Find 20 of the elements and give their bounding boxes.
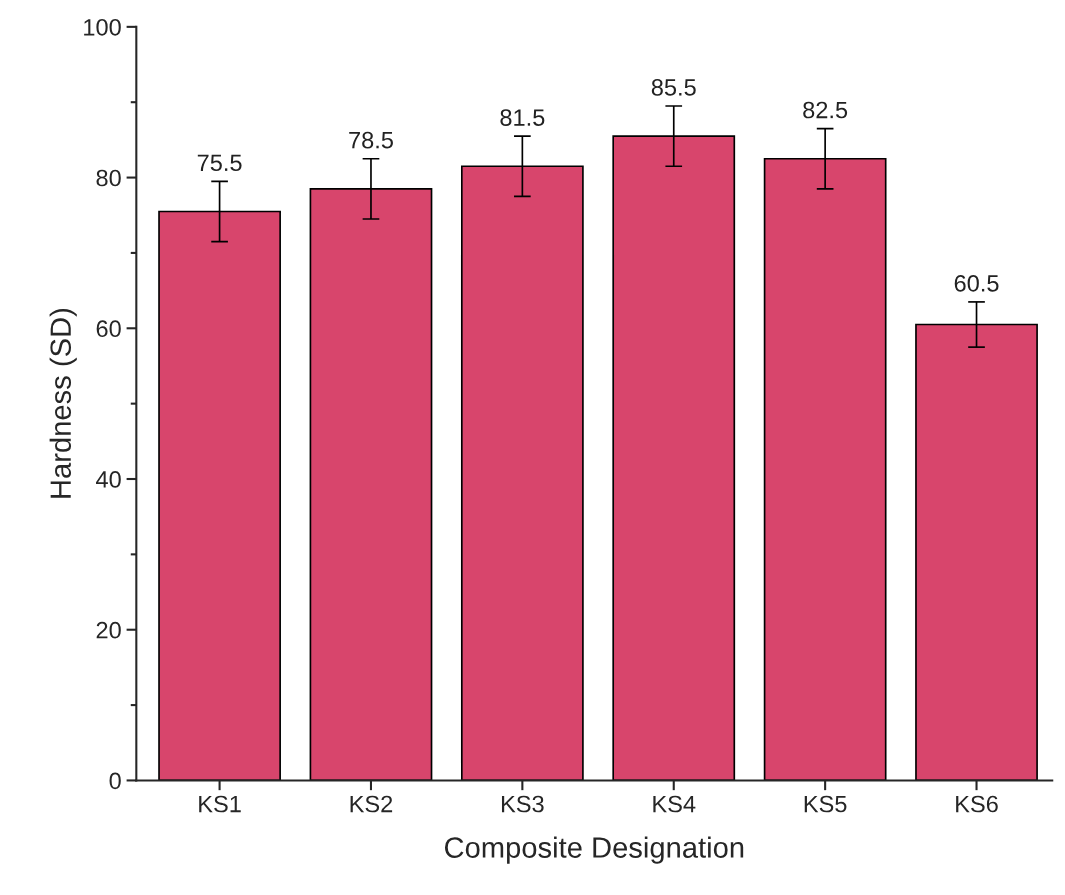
y-tick-label: 100: [84, 18, 121, 36]
y-tick-label: 20: [96, 621, 121, 639]
x-axis-title: Composite Designation: [444, 836, 744, 864]
y-tick-label: 80: [96, 169, 121, 187]
data-label: 75.5: [197, 154, 242, 172]
data-label: 81.5: [500, 109, 545, 126]
x-tick-label: KS5: [804, 795, 847, 813]
x-tick-label: KS2: [350, 795, 393, 813]
y-axis-title: Hardness (SD): [49, 309, 77, 498]
x-tick-label: KS6: [956, 795, 998, 813]
data-label: 60.5: [954, 274, 999, 292]
y-tick-label: 40: [96, 471, 121, 488]
data-label: 82.5: [803, 101, 848, 119]
data-label: 85.5: [651, 79, 696, 96]
x-tick-label: KS4: [653, 795, 696, 813]
y-tick-label: 0: [109, 772, 121, 790]
data-label: 78.5: [349, 131, 393, 149]
x-tick-label: KS3: [501, 795, 544, 813]
x-tick-label: KS1: [199, 795, 241, 813]
y-tick-label: 60: [96, 320, 121, 338]
